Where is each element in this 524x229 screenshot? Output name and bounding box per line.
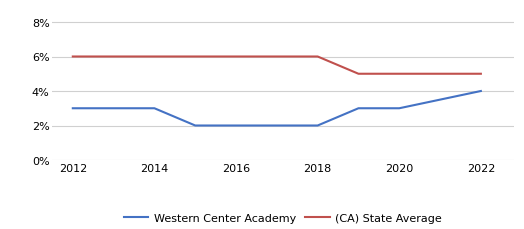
(CA) State Average (396, 73, 402, 76)
Western Center Academy (314, 125, 321, 127)
Western Center Academy (355, 107, 362, 110)
Legend: Western Center Academy, (CA) State Average: Western Center Academy, (CA) State Avera… (119, 208, 446, 227)
Line: (CA) State Average: (CA) State Average (73, 57, 481, 74)
(CA) State Average (70, 56, 76, 59)
Western Center Academy (70, 107, 76, 110)
(CA) State Average (314, 56, 321, 59)
Western Center Academy (396, 107, 402, 110)
Western Center Academy (192, 125, 199, 127)
Western Center Academy (478, 90, 484, 93)
(CA) State Average (355, 73, 362, 76)
Line: Western Center Academy: Western Center Academy (73, 92, 481, 126)
(CA) State Average (478, 73, 484, 76)
Western Center Academy (151, 107, 158, 110)
